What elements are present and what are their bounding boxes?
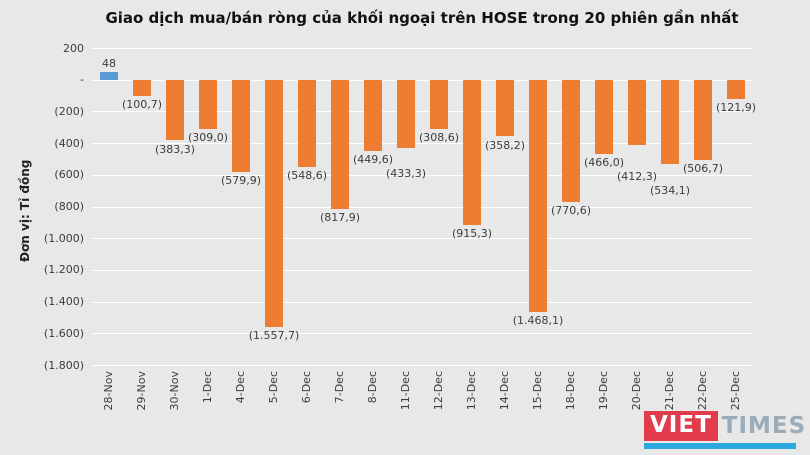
- gridline: [92, 207, 752, 208]
- y-tick-label: (200): [54, 105, 84, 118]
- bar: [496, 79, 514, 137]
- bar-data-label: (309,0): [187, 130, 229, 144]
- bar-data-label: (121,9): [715, 101, 757, 114]
- gridline: [92, 111, 752, 112]
- x-tick-label: 19-Dec: [597, 371, 610, 411]
- x-tick-label: 28-Nov: [102, 371, 115, 411]
- bar-data-label: (358,2): [484, 138, 526, 152]
- viettimes-logo-times: TIMES: [721, 412, 807, 439]
- bar-data-label: (817,9): [319, 211, 361, 225]
- bar: [133, 79, 151, 96]
- x-tick-label: 25-Dec: [729, 371, 742, 411]
- x-tick-label: 29-Nov: [135, 371, 148, 411]
- x-tick-label: 5-Dec: [267, 371, 280, 404]
- gridline: [92, 143, 752, 144]
- bar-data-label: (915,3): [451, 226, 493, 240]
- x-tick-label: 18-Dec: [564, 371, 577, 411]
- bar: [628, 79, 646, 145]
- x-tick-label: 6-Dec: [300, 371, 313, 404]
- gridline: [92, 80, 752, 81]
- y-tick-label: (1.600): [43, 327, 84, 340]
- bar: [430, 79, 448, 129]
- bar: [463, 79, 481, 225]
- x-tick-label: 21-Dec: [663, 371, 676, 411]
- x-tick-label: 20-Dec: [630, 371, 643, 411]
- x-tick-label: 7-Dec: [333, 371, 346, 404]
- y-tick-label: (1.000): [43, 232, 84, 245]
- viettimes-logo-viet: VIET: [644, 411, 718, 441]
- bar: [397, 79, 415, 149]
- bar-data-label: (433,3): [385, 167, 427, 180]
- chart-title: Giao dịch mua/bán ròng của khối ngoại tr…: [105, 9, 739, 27]
- bar-data-label: (1.557,7): [248, 328, 300, 342]
- x-tick-label: 1-Dec: [201, 371, 214, 404]
- y-tick-label: (400): [54, 137, 84, 150]
- gridline: [92, 365, 752, 366]
- gridline: [92, 333, 752, 334]
- bar: [595, 79, 613, 154]
- y-tick-label: (600): [54, 168, 84, 181]
- bar-data-label: (548,6): [286, 168, 328, 182]
- bar: [529, 79, 547, 313]
- viettimes-logo-underline: [644, 443, 796, 449]
- x-tick-label: 15-Dec: [531, 371, 544, 411]
- gridline: [92, 270, 752, 271]
- bar-data-label: (506,7): [682, 162, 724, 175]
- bar: [199, 79, 217, 129]
- bar-data-label: (770,6): [550, 203, 592, 217]
- bar: [232, 79, 250, 172]
- bar-data-label: (579,9): [220, 173, 262, 187]
- bar: [694, 79, 712, 160]
- x-tick-label: 22-Dec: [696, 371, 709, 411]
- x-tick-label: 14-Dec: [498, 371, 511, 411]
- y-tick-label: -: [80, 73, 84, 86]
- x-tick-label: 12-Dec: [432, 371, 445, 411]
- viettimes-logo-row: VIET TIMES: [644, 411, 805, 441]
- bar-data-label: (449,6): [352, 153, 394, 166]
- bar-data-label: (412,3): [616, 169, 658, 183]
- bar: [562, 79, 580, 202]
- x-tick-label: 4-Dec: [234, 371, 247, 404]
- bar: [661, 79, 679, 165]
- bar: [727, 79, 745, 99]
- bar-data-label: (1.468,1): [512, 314, 564, 328]
- y-tick-label: (1.200): [43, 263, 84, 276]
- bar-data-label: (100,7): [121, 97, 163, 111]
- x-tick-label: 11-Dec: [399, 371, 412, 411]
- x-tick-label: 13-Dec: [465, 371, 478, 411]
- bar: [331, 79, 349, 210]
- gridline: [92, 48, 752, 49]
- gridline: [92, 238, 752, 239]
- y-tick-label: (1.400): [43, 295, 84, 308]
- bar: [364, 79, 382, 151]
- bar-data-label: 48: [102, 57, 116, 71]
- bar-data-label: (534,1): [649, 183, 691, 197]
- gridline: [92, 175, 752, 176]
- bar-data-label: (308,6): [418, 130, 460, 144]
- bar: [166, 79, 184, 141]
- y-tick-label: (1.800): [43, 359, 84, 372]
- x-tick-label: 30-Nov: [168, 371, 181, 411]
- x-tick-label: 8-Dec: [366, 371, 379, 404]
- bar-data-label: (383,3): [154, 142, 196, 156]
- bar: [265, 79, 283, 327]
- gridline: [92, 302, 752, 303]
- viettimes-logo: VIET TIMES: [644, 411, 805, 449]
- y-tick-label: 200: [63, 42, 84, 55]
- bar: [100, 72, 118, 80]
- bar: [298, 79, 316, 167]
- y-tick-label: (800): [54, 200, 84, 213]
- bar-data-label: (466,0): [583, 155, 625, 169]
